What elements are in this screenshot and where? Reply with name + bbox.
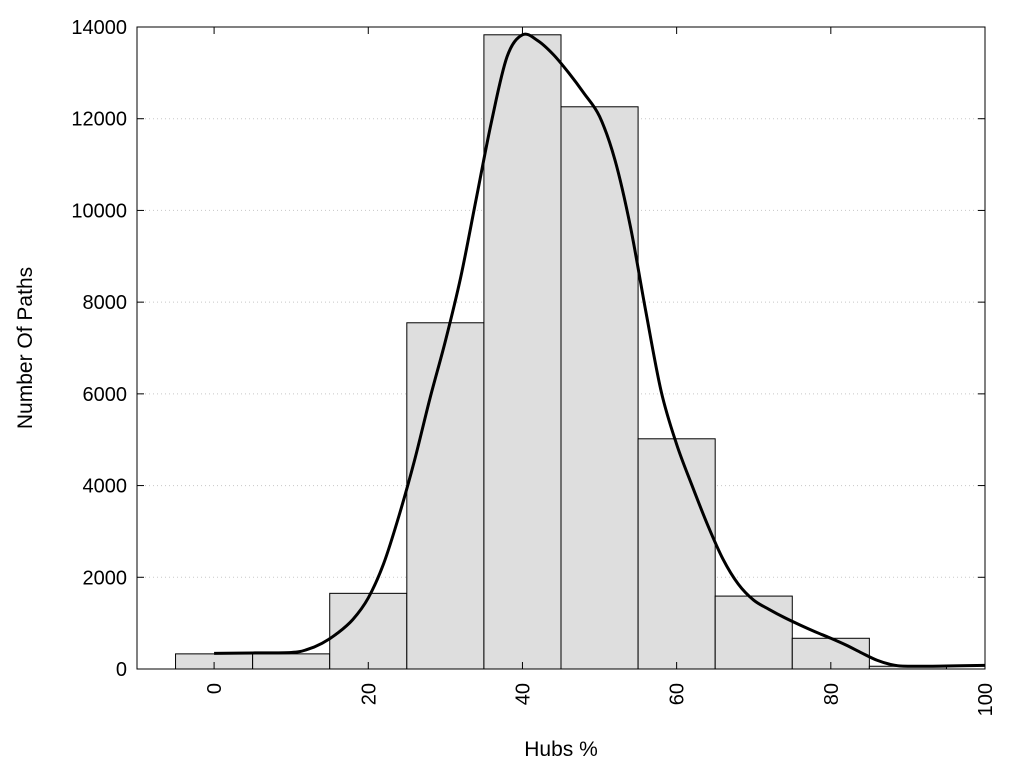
y-tick-label-5: 10000: [71, 200, 127, 222]
y-axis-ticks: 0 2000 4000 6000 8000 10000 12000 14000: [71, 17, 985, 681]
histogram-bars: [175, 34, 947, 670]
histogram-bar-4: [483, 34, 562, 670]
density-curve-layer: [214, 32, 986, 668]
x-tick-label-3: 60: [667, 683, 689, 705]
y-tick-label-1: 2000: [83, 567, 128, 589]
density-curve: [214, 32, 986, 668]
y-tick-label-6: 12000: [71, 109, 127, 131]
histogram-bar-5: [560, 106, 639, 670]
y-axis-label: Number Of Paths: [14, 267, 37, 429]
x-axis-ticks: 0 20 40 60 80 100: [204, 27, 997, 716]
histogram-bar-2: [329, 592, 408, 670]
y-tick-label-0: 0: [116, 659, 127, 681]
histogram-bar-6: [637, 438, 716, 670]
x-tick-label-0: 0: [204, 683, 226, 694]
x-tick-label-5: 100: [975, 683, 997, 716]
y-tick-label-7: 14000: [71, 17, 127, 39]
y-tick-label-3: 6000: [83, 384, 128, 406]
x-tick-label-1: 20: [358, 683, 380, 705]
x-axis-label: Hubs %: [524, 738, 598, 761]
y-tick-label-4: 8000: [83, 292, 128, 314]
x-tick-label-4: 80: [821, 683, 843, 705]
histogram-bar-3: [406, 322, 485, 670]
histogram-bar-7: [714, 595, 793, 670]
y-tick-label-2: 4000: [83, 476, 128, 498]
plot-frame: [136, 26, 986, 670]
x-tick-label-2: 40: [512, 683, 534, 705]
histogram-bar-1: [252, 653, 331, 670]
